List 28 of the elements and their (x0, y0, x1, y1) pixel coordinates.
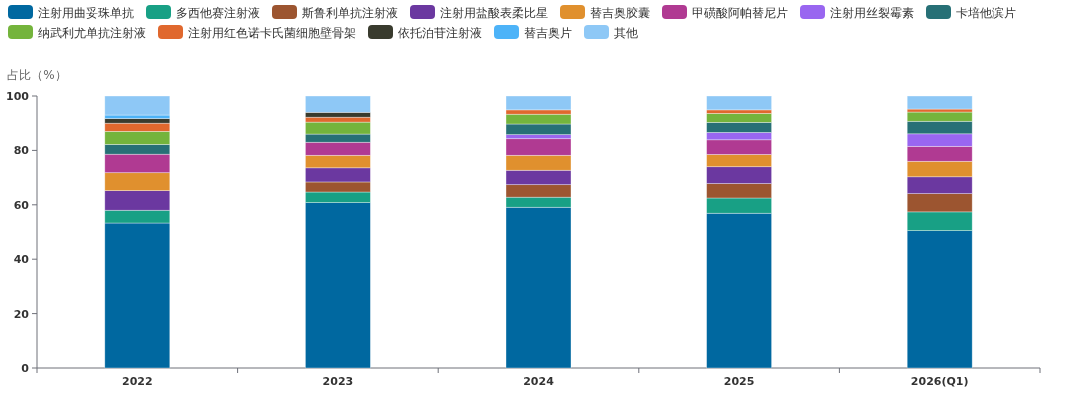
legend-label: 甲磺酸阿帕替尼片 (692, 5, 788, 20)
bar (505, 95, 572, 111)
legend-label: 其他 (614, 25, 638, 40)
legend-label: 注射用盐酸表柔比星 (440, 5, 548, 20)
legend-label: 注射用曲妥珠单抗 (38, 5, 134, 20)
legend-label: 替吉奥胶囊 (590, 5, 650, 20)
legend-label: 注射用红色诺卡氏菌细胞壁骨架 (188, 25, 356, 40)
x-tick-label: 2023 (322, 375, 354, 388)
y-tick-label: 0 (21, 362, 30, 375)
bar (706, 95, 772, 111)
y-tick-label: 80 (13, 144, 30, 158)
x-tick-label: 2024 (523, 375, 555, 388)
y-tick-label: 60 (13, 198, 30, 212)
y-axis-title: 占比（%） (7, 68, 67, 82)
bar (906, 95, 973, 110)
x-tick-label: 2022 (121, 375, 153, 388)
legend-label: 纳武利尤单抗注射液 (38, 25, 146, 40)
x-tick-label: 2026(Q1) (910, 375, 969, 388)
y-tick-label: 20 (13, 307, 30, 321)
x-tick-label: 2025 (723, 375, 755, 388)
y-tick-label: 100 (6, 90, 30, 103)
legend-label: 替吉奥片 (524, 25, 572, 40)
legend-label: 斯鲁利单抗注射液 (302, 5, 398, 20)
legend-label: 多西他赛注射液 (176, 5, 260, 20)
y-tick-label: 40 (13, 253, 30, 267)
legend-label: 卡培他滨片 (956, 5, 1016, 20)
legend-label: 注射用丝裂霉素 (830, 5, 914, 20)
legend-label: 依托泊苷注射液 (398, 25, 482, 40)
